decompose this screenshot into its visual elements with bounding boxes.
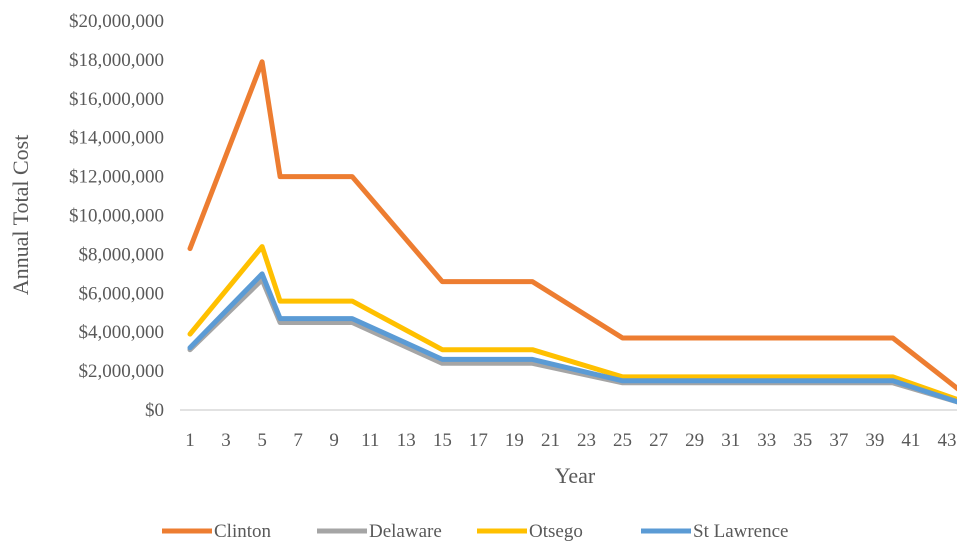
legend-label: St Lawrence	[693, 521, 788, 542]
x-axis-title: Year	[555, 463, 596, 488]
series-line-st-lawrence	[187, 271, 957, 405]
x-axis-ticks: 1 3 5 7 9 11 13 15 17 19 21 23 25 27 29 31 33 35 37 39 41 43	[185, 430, 956, 451]
series-lines	[187, 59, 957, 405]
y-tick-label: $6,000,000	[79, 283, 165, 304]
x-tick-label: 9	[329, 430, 339, 451]
y-tick-label: $20,000,000	[69, 11, 164, 32]
x-tick-label: 35	[793, 430, 812, 451]
legend-label: Delaware	[369, 521, 442, 542]
y-tick-label: $10,000,000	[69, 206, 164, 227]
x-tick-label: 33	[757, 430, 776, 451]
series-line-clinton	[187, 59, 957, 392]
x-tick-label: 39	[865, 430, 884, 451]
y-tick-label: $2,000,000	[79, 361, 165, 382]
y-tick-label: $8,000,000	[79, 244, 165, 265]
x-tick-label: 7	[293, 430, 303, 451]
x-tick-label: 17	[469, 430, 488, 451]
x-tick-label: 19	[505, 430, 524, 451]
legend-label: Otsego	[529, 521, 583, 542]
y-axis-ticks: $0 $2,000,000 $4,000,000 $6,000,000 $8,000,0…	[69, 11, 164, 421]
legend-label: Clinton	[214, 521, 272, 542]
y-tick-label: $18,000,000	[69, 50, 164, 71]
x-tick-label: 41	[901, 430, 920, 451]
x-tick-label: 21	[541, 430, 560, 451]
y-tick-label: $0	[145, 400, 164, 421]
x-tick-label: 15	[433, 430, 452, 451]
x-tick-label: 43	[937, 430, 956, 451]
x-tick-label: 3	[221, 430, 231, 451]
x-tick-label: 25	[613, 430, 632, 451]
legend: Clinton Delaware Otsego St Lawrence	[162, 521, 788, 542]
x-tick-label: 1	[185, 430, 195, 451]
x-tick-label: 23	[577, 430, 596, 451]
x-tick-label: 5	[257, 430, 267, 451]
x-tick-label: 29	[685, 430, 704, 451]
x-tick-label: 37	[829, 430, 848, 451]
y-tick-label: $4,000,000	[79, 322, 165, 343]
y-tick-label: $14,000,000	[69, 128, 164, 149]
y-axis-title: Annual Total Cost	[8, 135, 33, 296]
x-tick-label: 31	[721, 430, 740, 451]
x-tick-label: 13	[397, 430, 416, 451]
y-tick-label: $16,000,000	[69, 89, 164, 110]
x-tick-label: 11	[361, 430, 379, 451]
y-tick-label: $12,000,000	[69, 167, 164, 188]
series-line-otsego	[187, 244, 957, 403]
series-line-delaware	[187, 277, 957, 405]
x-tick-label: 27	[649, 430, 668, 451]
